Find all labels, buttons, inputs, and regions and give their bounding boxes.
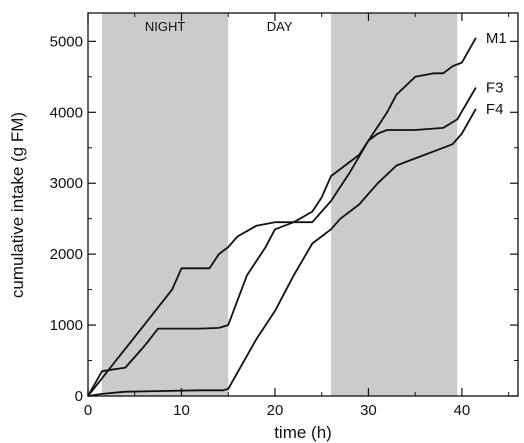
y-tick-label-3000: 3000 [50,175,83,192]
y-tick-label-5000: 5000 [50,33,83,50]
y-tick-label-0: 0 [75,388,83,405]
shaded-band-0 [102,13,229,396]
x-tick-label-40: 40 [454,402,471,419]
series-label-f3: F3 [486,79,504,96]
series-line-f4 [87,108,477,397]
x-axis-label: time (h) [274,423,332,442]
series-label-f4: F4 [486,101,504,118]
time-bands: NIGHT DAY [102,13,458,396]
y-tick-label-1000: 1000 [50,317,83,334]
series-lines: M1 F3 F4 [87,30,507,397]
x-tick-label-10: 10 [173,402,190,419]
x-tick-label-0: 0 [84,402,92,419]
plot-frame [87,12,519,397]
series-label-m1: M1 [486,30,507,47]
y-tick-label-4000: 4000 [50,104,83,121]
shaded-band-2 [331,13,458,396]
x-tick-label-30: 30 [360,402,377,419]
series-line-m1 [87,37,477,397]
y-tick-label-2000: 2000 [50,246,83,263]
band-label-day: DAY [267,19,293,34]
band-label-night: NIGHT [145,19,186,34]
axes: 0 10 20 30 40 0 1000 2000 3000 4000 5000 [50,12,519,419]
x-tick-label-20: 20 [267,402,284,419]
series-line-f3 [87,87,477,397]
y-axis-label: cumulative intake (g FM) [8,112,27,298]
